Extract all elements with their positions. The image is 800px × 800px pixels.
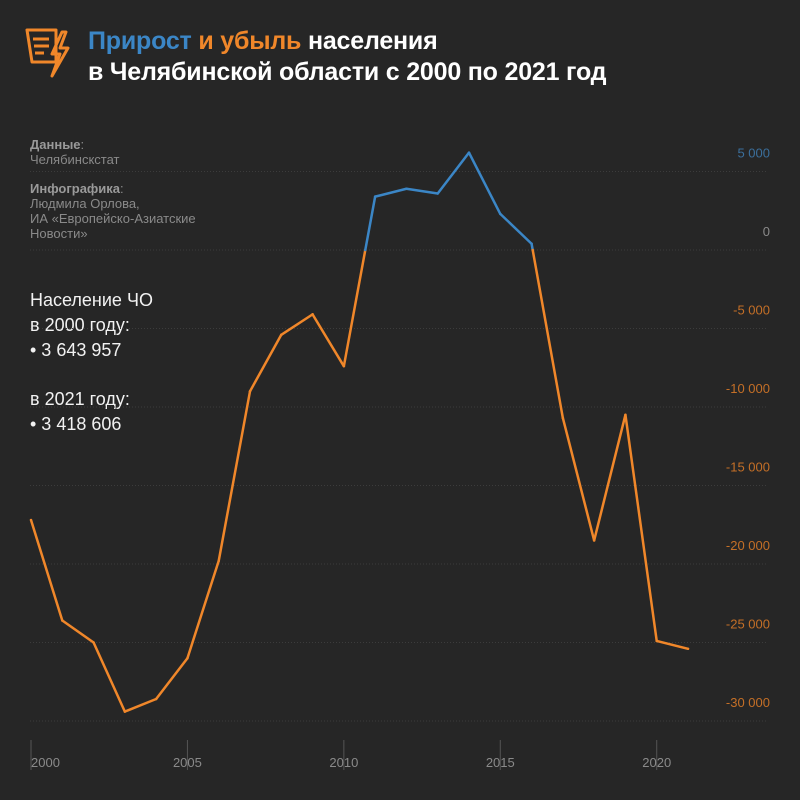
data-point (92, 641, 95, 644)
line-segment (364, 195, 377, 252)
x-tick-label: 2005 (173, 755, 202, 770)
credits: Данные: Челябинскстат Инфографика: Людми… (30, 137, 196, 241)
data-point (186, 657, 189, 660)
y-tick-label: -5 000 (733, 303, 770, 318)
data-point (123, 710, 127, 713)
title-positive: Прирост (88, 27, 192, 55)
y-tick-label: 5 000 (737, 146, 770, 161)
y-tick-label: 0 (763, 224, 770, 239)
data-point (530, 242, 533, 245)
agency-line-2: Новости» (30, 226, 88, 241)
data-point (280, 333, 283, 336)
title-rest: населения (307, 27, 438, 55)
line-segment (311, 313, 346, 368)
population-2000-label: в 2000 году: (30, 315, 130, 335)
data-point (686, 647, 690, 650)
line-segment (123, 697, 158, 713)
line-segment (29, 518, 64, 622)
infographic-label: Инфографика (30, 181, 121, 196)
line-segment (499, 212, 533, 245)
chart-title: Прирост и убыль населения в Челябинской … (88, 26, 607, 88)
data-point (311, 313, 314, 316)
data-point (217, 559, 220, 563)
y-tick-label: -20 000 (726, 538, 770, 553)
y-tick-label: -30 000 (726, 695, 770, 710)
agency-line: ИА «Европейско-Азиатские (30, 211, 196, 226)
data-point (61, 619, 64, 622)
line-segment (186, 559, 220, 660)
line-segment (248, 333, 283, 393)
line-segment (92, 641, 127, 713)
data-label: Данные (30, 137, 81, 152)
line-segment (592, 413, 627, 542)
title-line2: в Челябинской области с 2000 по 2021 год (88, 58, 607, 86)
line-segment (561, 416, 596, 542)
data-point (436, 192, 439, 195)
data-point (655, 639, 658, 643)
line-segment (405, 187, 439, 195)
x-tick-label: 2020 (642, 755, 671, 770)
line-segment (436, 151, 471, 195)
line-segment (61, 619, 95, 644)
line-segment (154, 656, 189, 701)
y-tick-label: -25 000 (726, 617, 770, 632)
data-point (29, 518, 33, 522)
title-negative: и убыль (198, 27, 302, 55)
x-axis-ticks: 2000 2005 2010 2015 2020 (30, 740, 671, 770)
population-2021-label: в 2021 году: (30, 389, 130, 409)
grid-lines (30, 171, 768, 722)
population-info: Население ЧО в 2000 году: • 3 643 957 в … (30, 288, 153, 437)
line-segment (373, 187, 408, 198)
line-segment (531, 248, 565, 420)
series-line (29, 151, 690, 713)
x-tick-label: 2010 (329, 755, 358, 770)
y-tick-label: -10 000 (726, 381, 770, 396)
line-segment (467, 151, 502, 216)
line-segment (624, 413, 658, 643)
line-segment (655, 639, 690, 651)
author-line: Людмила Орлова, (30, 196, 140, 211)
data-point (467, 151, 471, 154)
data-point (405, 187, 408, 190)
population-2021-value: • 3 418 606 (30, 414, 122, 434)
data-point (561, 416, 565, 420)
line-segment (217, 390, 252, 563)
line-segment (342, 248, 367, 368)
data-point (373, 195, 377, 198)
x-tick-label: 2015 (486, 755, 515, 770)
line-segment (280, 313, 314, 337)
x-tick-label: 2000 (31, 755, 60, 770)
data-point (154, 697, 158, 701)
logo-icon (25, 28, 70, 78)
y-axis-ticks: 5 000 0 -5 000 -10 000 -15 000 -20 000 -25 000… (726, 146, 770, 711)
data-point (624, 413, 627, 417)
y-tick-label: -15 000 (726, 460, 770, 475)
data-point (248, 390, 252, 393)
population-label: Население ЧО (30, 290, 153, 310)
data-point (342, 364, 346, 368)
data-point (592, 539, 596, 542)
population-2000-value: • 3 643 957 (30, 340, 122, 360)
data-source: Челябинскстат (30, 152, 120, 167)
data-point (499, 212, 502, 216)
